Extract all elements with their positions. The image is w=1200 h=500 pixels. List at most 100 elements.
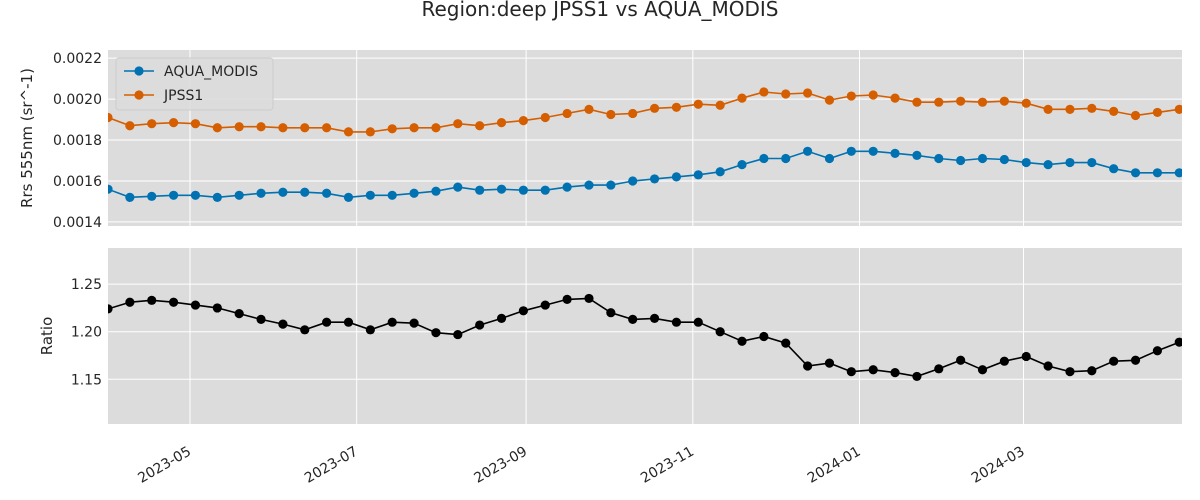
bottom-series <box>108 293 1182 382</box>
data-point <box>999 356 1009 366</box>
data-point <box>409 123 419 133</box>
data-point <box>212 192 222 202</box>
data-point <box>824 358 835 368</box>
data-point <box>409 318 419 328</box>
data-point <box>781 153 791 164</box>
data-point <box>475 185 485 195</box>
data-point <box>453 182 463 192</box>
data-point <box>256 188 266 198</box>
data-point <box>803 146 813 156</box>
data-point <box>431 186 441 196</box>
data-point <box>300 187 310 197</box>
data-point <box>759 87 769 97</box>
data-point <box>584 104 594 114</box>
data-point <box>1109 106 1119 116</box>
y-tick-label: 0.0016 <box>53 174 102 190</box>
y-tick-label: 0.0020 <box>53 92 102 108</box>
data-point <box>1043 104 1053 114</box>
data-point <box>715 327 725 337</box>
data-point <box>322 317 332 327</box>
data-point <box>496 184 507 194</box>
data-point <box>365 325 375 335</box>
data-point <box>453 329 463 340</box>
data-point <box>125 192 135 202</box>
data-point <box>649 103 660 113</box>
data-point <box>365 190 375 200</box>
data-point <box>108 112 113 123</box>
data-point <box>956 155 966 166</box>
data-point <box>846 91 856 101</box>
data-point <box>343 192 354 202</box>
data-point <box>781 338 791 348</box>
data-point <box>518 185 528 195</box>
data-point <box>606 180 616 190</box>
data-point <box>868 90 878 100</box>
data-point <box>234 190 244 200</box>
data-point <box>518 306 528 316</box>
data-point <box>737 93 747 103</box>
data-point <box>168 297 179 307</box>
data-point <box>190 300 201 310</box>
data-point <box>759 153 769 164</box>
data-point <box>278 123 288 133</box>
y-tick-label: 1.25 <box>71 277 102 293</box>
data-point <box>628 176 638 186</box>
data-point <box>343 317 354 327</box>
y-tick-label: 1.20 <box>71 325 102 341</box>
data-point <box>824 95 835 105</box>
data-point <box>562 182 572 192</box>
data-point <box>934 153 944 164</box>
data-point <box>999 96 1009 106</box>
data-point <box>1021 98 1031 108</box>
data-point <box>1152 168 1163 178</box>
top-panel-background <box>108 50 1182 226</box>
data-point <box>147 295 157 305</box>
data-point <box>803 88 813 98</box>
bottom-y-axis-label: Ratio <box>38 317 56 356</box>
data-point <box>868 146 878 156</box>
top-series <box>108 87 1182 202</box>
x-tick-label: 2023-07 <box>302 444 361 487</box>
y-tick-label: 0.0018 <box>53 133 102 149</box>
data-point <box>671 317 682 327</box>
data-point <box>977 153 988 164</box>
data-point <box>715 100 725 110</box>
data-point <box>737 336 747 346</box>
bottom-panel-background <box>108 248 1182 424</box>
data-point <box>1065 367 1075 377</box>
data-point <box>431 328 441 338</box>
bottom-gridlines <box>108 248 1182 424</box>
data-point <box>671 172 682 182</box>
data-point <box>256 314 266 324</box>
data-point <box>1021 351 1031 362</box>
data-point <box>212 303 222 313</box>
data-point <box>1174 337 1182 347</box>
x-tick-label: 2023-09 <box>471 444 530 487</box>
top-y-axis-label: Rrs 555nm (sr^-1) <box>18 68 36 208</box>
data-point <box>934 97 944 107</box>
bottom-panel: 1.15 1.20 1.25 Ratio 2023-05 2023-07 2023-09… <box>38 248 1182 487</box>
data-point <box>1152 346 1163 356</box>
data-point <box>1065 157 1075 168</box>
data-point <box>671 102 682 112</box>
data-point <box>890 93 900 103</box>
data-point <box>693 317 703 327</box>
data-point <box>322 123 332 133</box>
data-point <box>147 191 157 201</box>
data-point <box>890 148 900 158</box>
data-point <box>803 361 813 371</box>
data-point <box>1152 107 1163 118</box>
data-point <box>824 153 835 164</box>
data-point <box>212 123 222 133</box>
data-point <box>934 364 944 374</box>
data-point <box>1021 157 1031 168</box>
data-point <box>977 97 988 107</box>
data-point <box>147 119 157 129</box>
data-point <box>322 188 332 198</box>
x-tick-label: 2024-01 <box>805 444 864 487</box>
data-point <box>977 365 988 375</box>
data-point <box>387 124 397 134</box>
x-ticks: 2023-05 2023-07 2023-09 2023-11 2024-01 2024-… <box>135 444 1027 487</box>
data-point <box>1109 356 1119 366</box>
data-point <box>693 170 703 180</box>
